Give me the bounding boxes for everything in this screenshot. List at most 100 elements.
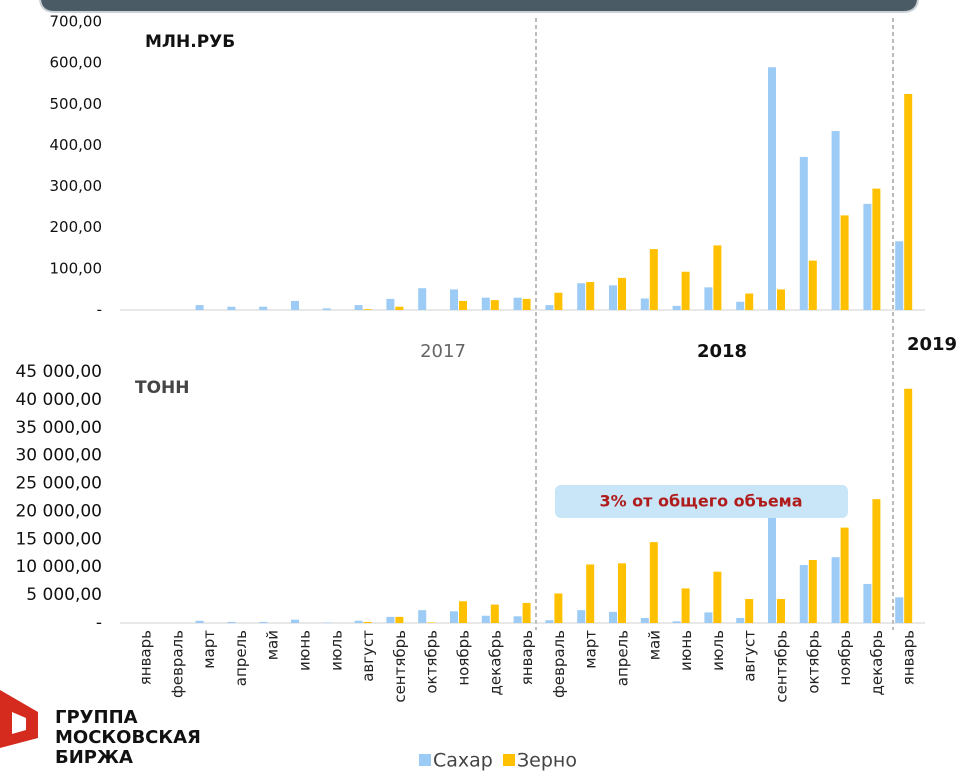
- logo-text: ГРУППА: [55, 707, 138, 728]
- bar: [808, 260, 817, 310]
- logo-text: МОСКОВСКАЯ: [55, 727, 201, 748]
- bar: [195, 305, 204, 310]
- x-tick-label: январь: [137, 630, 155, 685]
- bar: [227, 306, 236, 310]
- x-tick-label: октябрь: [423, 630, 441, 694]
- bar: [799, 564, 808, 623]
- x-tick-label: август: [741, 630, 759, 682]
- bar: [450, 289, 458, 310]
- y-tick-label: 400,00: [50, 136, 103, 154]
- x-tick-label: апрель: [614, 630, 632, 686]
- year-label: 2019: [907, 334, 957, 355]
- y-tick-label: 600,00: [50, 54, 103, 72]
- bar: [450, 611, 458, 623]
- bar: [649, 249, 658, 310]
- y-tick-label: 30 000,00: [15, 446, 102, 466]
- bar: [522, 602, 531, 623]
- bar: [395, 616, 404, 623]
- y-tick-label: -: [97, 301, 102, 319]
- bar: [395, 306, 404, 310]
- logo-text: БИРЖА: [55, 747, 133, 768]
- bar: [831, 557, 840, 623]
- bar: [799, 156, 808, 310]
- bar: [363, 309, 372, 310]
- bar: [904, 94, 913, 310]
- legend-label: Зерно: [517, 750, 577, 772]
- bar: [586, 564, 595, 623]
- x-tick-label: ноябрь: [836, 630, 854, 686]
- x-tick-label: март: [582, 630, 600, 669]
- bar: [354, 305, 363, 310]
- annotation: 3% от общего объема: [599, 492, 802, 511]
- bar: [586, 282, 595, 310]
- x-tick-label: март: [200, 630, 218, 669]
- y-tick-label: 20 000,00: [15, 501, 102, 521]
- year-label: 2017: [420, 341, 466, 362]
- legend-swatch: [503, 754, 515, 766]
- bar: [840, 527, 849, 623]
- bar: [672, 305, 681, 310]
- bar: [481, 297, 490, 310]
- legend-swatch: [419, 754, 431, 766]
- bar: [609, 611, 617, 623]
- bar: [681, 588, 690, 623]
- bar: [609, 285, 617, 310]
- bar: [418, 288, 427, 310]
- x-tick-label: декабрь: [486, 630, 504, 695]
- y-tick-label: 40 000,00: [15, 390, 102, 410]
- bar: [768, 514, 776, 623]
- bar: [640, 298, 649, 310]
- bar: [513, 616, 522, 623]
- bar: [545, 620, 554, 623]
- y-tick-label: 200,00: [50, 218, 103, 236]
- bar: [259, 621, 268, 623]
- x-tick-label: декабрь: [868, 630, 886, 695]
- bar: [490, 604, 499, 623]
- bar: [681, 271, 690, 310]
- bar: [545, 305, 554, 310]
- x-tick-label: сентябрь: [391, 630, 409, 703]
- bar: [291, 300, 299, 310]
- bar: [904, 388, 913, 623]
- x-tick-label: июль: [709, 630, 727, 671]
- bar: [195, 620, 204, 623]
- header-bar: [39, 0, 919, 13]
- bar: [704, 612, 713, 623]
- year-label: 2018: [697, 341, 747, 362]
- bar: [459, 300, 467, 310]
- bar: [736, 301, 745, 310]
- bar: [554, 292, 563, 310]
- logo-mark: [0, 690, 38, 748]
- bar: [649, 542, 658, 623]
- bar: [291, 619, 299, 623]
- bar: [640, 617, 649, 623]
- bar: [577, 283, 586, 310]
- x-tick-label: сентябрь: [773, 630, 791, 703]
- bar: [768, 67, 776, 310]
- legend-label: Сахар: [433, 750, 493, 772]
- x-tick-label: февраль: [168, 630, 186, 698]
- bar: [672, 621, 681, 623]
- x-tick-label: февраль: [550, 630, 568, 698]
- x-tick-label: май: [645, 630, 663, 660]
- bar: [459, 601, 467, 623]
- y-tick-label: 15 000,00: [15, 529, 102, 549]
- y-axis-unit: МЛН.РУБ: [145, 32, 235, 52]
- y-tick-label: 5 000,00: [26, 585, 102, 605]
- bar: [322, 622, 331, 623]
- bar: [554, 593, 563, 623]
- bar: [704, 287, 713, 310]
- bar: [831, 131, 840, 310]
- y-tick-label: 700,00: [50, 13, 103, 31]
- bar: [427, 622, 436, 623]
- y-tick-label: 300,00: [50, 177, 103, 195]
- y-tick-label: -: [96, 613, 102, 633]
- bar: [490, 300, 499, 310]
- bar: [322, 308, 331, 310]
- annotation-box: [555, 485, 848, 518]
- bar: [863, 583, 872, 623]
- x-tick-label: май: [264, 630, 282, 660]
- bar: [736, 617, 745, 623]
- bar: [618, 277, 626, 310]
- bar: [418, 610, 427, 623]
